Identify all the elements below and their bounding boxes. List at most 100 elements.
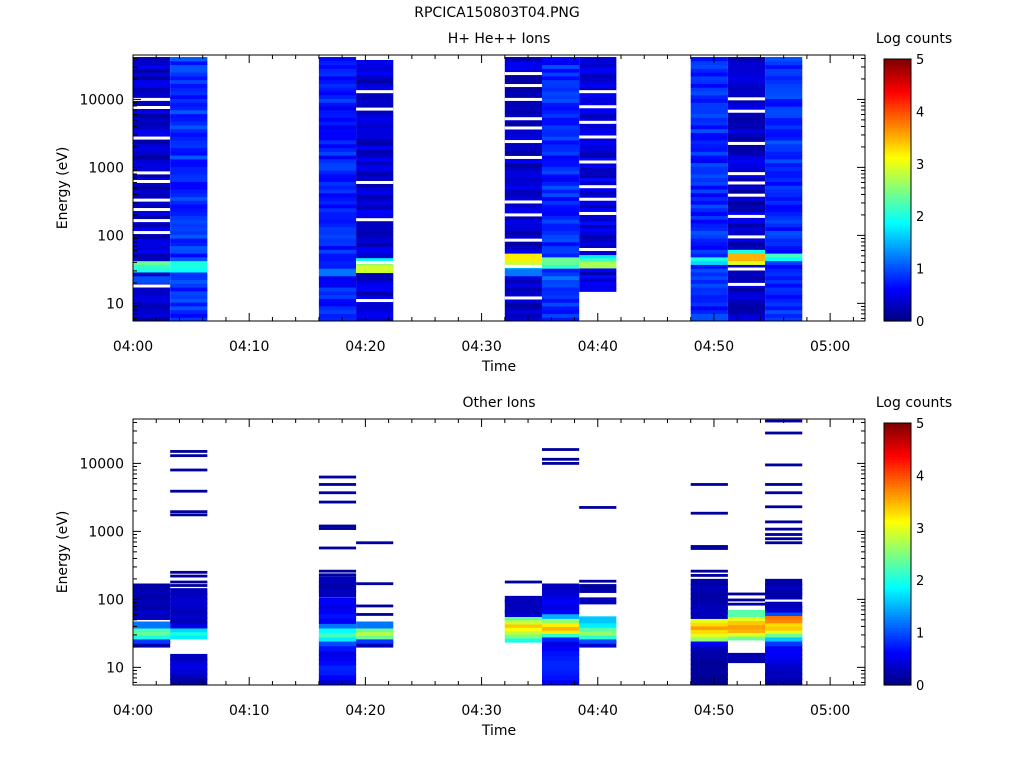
heatmap-cell — [727, 290, 766, 296]
colorbar-swatch — [884, 124, 911, 128]
heatmap-cell — [727, 106, 766, 111]
heatmap-cell — [727, 143, 766, 149]
heatmap-cell — [356, 156, 394, 162]
heatmap-cell — [765, 132, 803, 137]
heatmap-cell — [541, 597, 580, 605]
heatmap-cell — [170, 181, 208, 186]
heatmap-cell — [727, 598, 766, 602]
heatmap-cell — [504, 181, 542, 186]
heatmap-cell — [356, 201, 394, 206]
heatmap-cell — [541, 256, 580, 262]
heatmap-cell — [356, 138, 394, 143]
heatmap-cell — [356, 194, 394, 199]
colorbar-swatch — [884, 98, 911, 102]
heatmap-cell — [504, 87, 542, 92]
heatmap-cell — [170, 584, 208, 587]
heatmap-cell — [690, 60, 728, 66]
heatmap-cell — [356, 145, 394, 150]
heatmap-cell — [133, 109, 171, 115]
colorbar-swatch — [884, 82, 911, 86]
heatmap-cell — [541, 98, 580, 103]
heatmap-cell — [356, 306, 394, 311]
heatmap-cell — [690, 72, 728, 77]
heatmap-cell — [690, 264, 728, 269]
heatmap-cell — [318, 491, 357, 495]
colorbar-swatch — [884, 582, 911, 587]
heatmap-cell — [504, 287, 542, 292]
heatmap-cell — [133, 87, 171, 92]
heatmap-cell — [318, 283, 357, 288]
heatmap-cell — [318, 527, 357, 530]
heatmap-cell — [318, 569, 357, 573]
heatmap-cell — [170, 207, 208, 213]
heatmap-cell — [579, 584, 617, 587]
heatmap-cell — [356, 97, 394, 102]
heatmap-cell — [356, 63, 394, 68]
heatmap-cell — [170, 668, 208, 676]
colorbar-tick-label: 5 — [916, 417, 924, 432]
heatmap-cell — [690, 68, 728, 73]
heatmap-cell — [765, 623, 803, 631]
heatmap-cell — [170, 677, 208, 685]
colorbar-swatch — [884, 459, 911, 463]
heatmap-cell — [727, 173, 766, 179]
heatmap-cell — [170, 305, 208, 311]
heatmap-cell — [356, 604, 394, 608]
colorbar-swatch — [884, 163, 911, 168]
colorbar-swatch — [884, 161, 911, 165]
heatmap-cell — [727, 256, 766, 262]
empty-energy-bin — [133, 97, 171, 101]
heatmap-cell — [765, 170, 803, 175]
x-tick-label: 04:50 — [694, 339, 734, 355]
heatmap-cell — [504, 635, 542, 643]
colorbar-swatch — [884, 559, 911, 563]
heatmap-cell — [727, 189, 766, 194]
heatmap-cell — [170, 454, 208, 458]
heatmap-cell — [690, 583, 728, 591]
empty-energy-bin — [727, 282, 766, 286]
heatmap-cell — [318, 677, 357, 685]
colorbar-swatch — [884, 679, 911, 683]
heatmap-cell — [727, 204, 766, 209]
heatmap-cell — [133, 253, 171, 258]
heatmap-cell — [727, 305, 766, 311]
heatmap-cell — [690, 200, 728, 205]
heatmap-cell — [133, 143, 171, 149]
heatmap-cell — [690, 192, 728, 198]
heatmap-cell — [504, 177, 542, 182]
colorbar-swatch — [884, 522, 911, 526]
colorbar-swatch — [884, 483, 911, 487]
heatmap-cell — [541, 132, 580, 137]
heatmap-cell — [765, 102, 803, 107]
heatmap-cell — [541, 64, 580, 69]
heatmap-cell — [579, 110, 617, 115]
heatmap-cell — [318, 634, 357, 642]
heatmap-cell — [765, 583, 803, 591]
heatmap-cell — [727, 271, 766, 277]
colorbar-tick-label: 3 — [916, 522, 924, 537]
colorbar-swatch — [884, 485, 911, 490]
heatmap-cell — [690, 147, 728, 152]
heatmap-cell — [170, 94, 208, 100]
heatmap-cell — [356, 250, 394, 255]
heatmap-cell — [318, 238, 357, 243]
heatmap-cell — [541, 649, 580, 657]
heatmap-cell — [690, 283, 728, 288]
heatmap-cell — [541, 124, 580, 130]
heatmap-cell — [356, 272, 394, 277]
heatmap-cell — [541, 616, 580, 624]
heatmap-cell — [541, 147, 580, 152]
heatmap-cell — [170, 136, 208, 141]
heatmap-cell — [318, 136, 357, 141]
heatmap-cell — [504, 234, 542, 239]
y-tick-label: 100 — [97, 228, 124, 244]
heatmap-cell — [133, 607, 171, 615]
colorbar-swatch — [884, 129, 911, 133]
heatmap-cell — [579, 257, 617, 262]
colorbar-swatch — [884, 184, 911, 188]
empty-energy-bin — [504, 213, 542, 217]
heatmap-cell — [541, 317, 580, 322]
y-tick-label: 10000 — [79, 92, 124, 108]
